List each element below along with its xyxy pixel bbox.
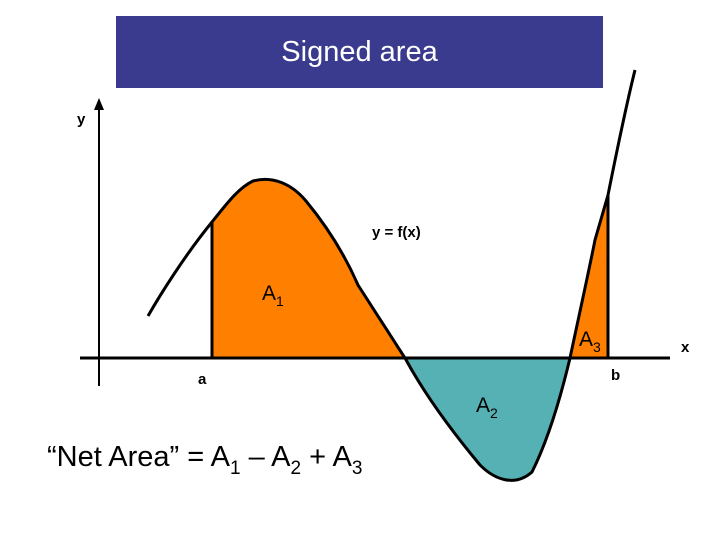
region-a3-sub: 3 <box>593 339 601 355</box>
x-axis-label: x <box>681 339 690 356</box>
formula-prefix: “Net Area” = A <box>47 441 231 473</box>
page-title: Signed area <box>281 35 438 68</box>
region-a3-base: A <box>579 328 593 351</box>
y-axis-arrowhead <box>94 98 104 110</box>
region-a2-fill <box>405 358 570 481</box>
region-a1-label: A1 <box>262 282 284 309</box>
formula-sub2: 2 <box>291 458 302 479</box>
region-a2-label: A2 <box>476 394 498 421</box>
region-a2-sub: 2 <box>490 405 498 421</box>
function-curve <box>146 69 637 482</box>
region-a1-fill <box>212 179 405 358</box>
y-axis-label: y <box>77 111 86 128</box>
region-a2-base: A <box>476 394 490 417</box>
region-a3-label: A3 <box>579 328 601 355</box>
region-a1-sub: 1 <box>276 293 284 309</box>
formula-sub3: 3 <box>352 458 363 479</box>
net-area-formula: “Net Area” = A1 – A2 + A3 <box>47 441 362 479</box>
bound-b-label: b <box>611 367 620 384</box>
formula-sub1: 1 <box>230 458 241 479</box>
formula-op1: – A <box>241 441 292 473</box>
bound-a-label: a <box>198 371 207 388</box>
title-banner: Signed area <box>116 16 603 88</box>
formula-op2: + A <box>301 441 352 473</box>
function-label: y = f(x) <box>372 224 421 241</box>
region-a1-base: A <box>262 282 276 305</box>
